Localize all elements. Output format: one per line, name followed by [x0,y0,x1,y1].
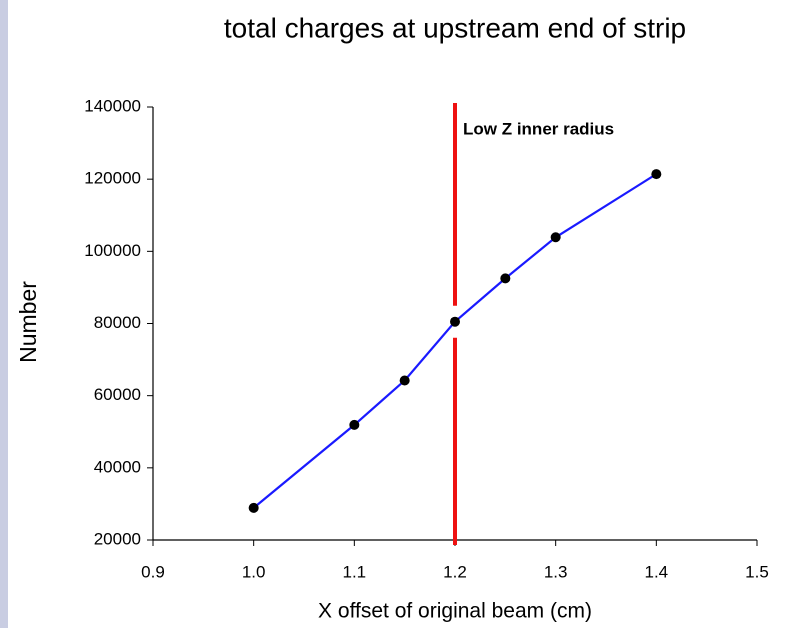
y-axis-label: Number [15,281,41,363]
annotation: Low Z inner radius [463,119,614,138]
y-tick-label: 20000 [94,529,141,548]
x-tick-label: 1.0 [242,562,266,581]
x-tick-label: 1.4 [645,562,669,581]
data-point [550,232,561,243]
chart-title: total charges at upstream end of strip [224,12,686,43]
x-tick-label: 1.2 [443,562,467,581]
data-point [399,375,410,386]
y-tick-label: 40000 [94,457,141,476]
data-point [651,169,662,180]
data-point [349,419,360,430]
data-point [500,273,511,284]
data-point [450,316,460,327]
data-point [248,502,259,513]
x-tick-label: 1.5 [745,562,769,581]
x-tick-label: 1.3 [544,562,568,581]
panel [8,0,808,628]
y-tick-label: 140000 [84,96,141,115]
y-tick-label: 120000 [84,169,141,188]
x-tick-label: 0.9 [141,562,165,581]
x-axis-label: X offset of original beam (cm) [318,600,592,623]
y-tick-label: 80000 [94,313,141,332]
y-tick-label: 60000 [94,385,141,404]
x-tick-label: 1.1 [343,562,367,581]
y-tick-label: 100000 [84,241,141,260]
